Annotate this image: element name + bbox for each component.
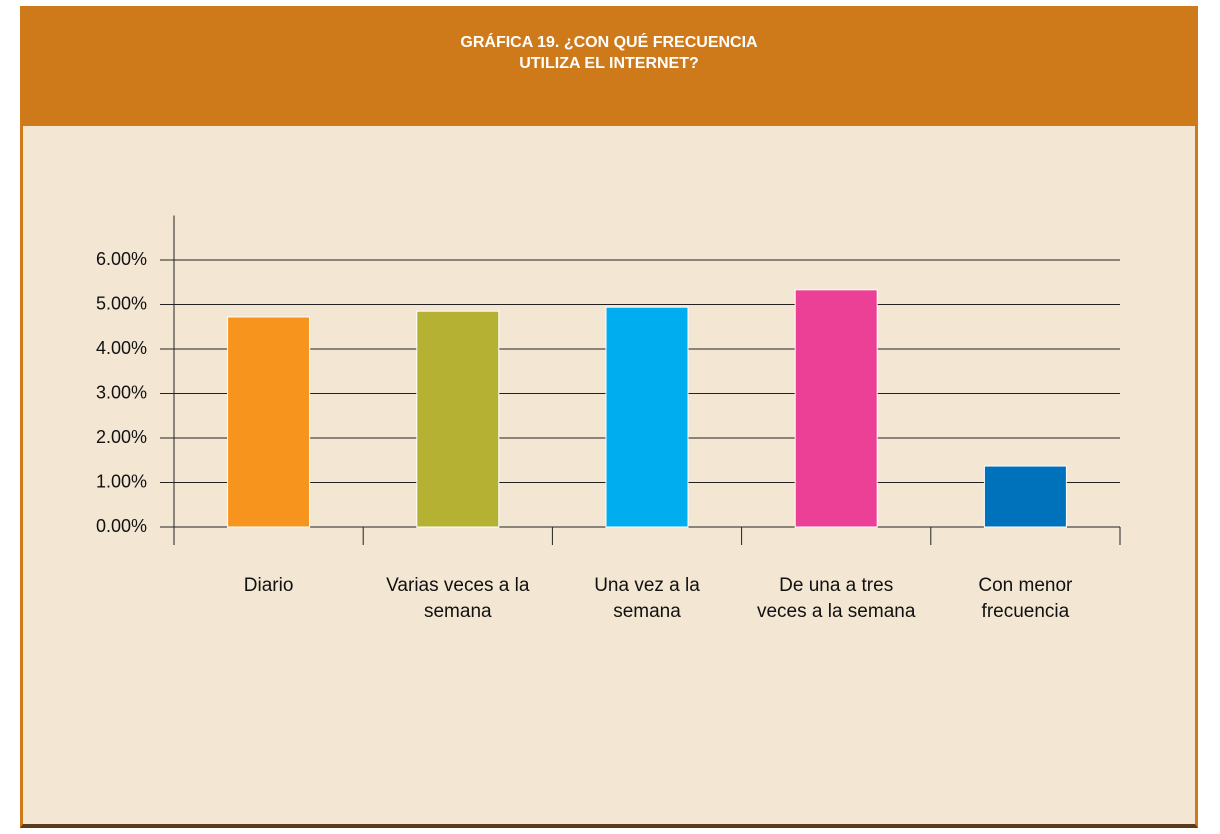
chart-title: GRÁFICA 19. ¿CON QUÉ FRECUENCIA UTILIZA … (460, 34, 758, 72)
x-tick-label: Una vez a la semana (594, 575, 700, 622)
y-tick-label: 3.00% (96, 382, 147, 402)
y-tick-label: 5.00% (96, 293, 147, 313)
bar (416, 310, 500, 528)
chart-frame: GRÁFICA 19. ¿CON QUÉ FRECUENCIA UTILIZA … (20, 6, 1198, 828)
y-tick-label: 6.00% (96, 249, 147, 269)
header: GRÁFICA 19. ¿CON QUÉ FRECUENCIA UTILIZA … (23, 6, 1195, 126)
bar (227, 316, 311, 528)
bar (605, 306, 689, 528)
y-tick-label: 2.00% (96, 427, 147, 447)
x-tick-label: Diario (243, 575, 294, 596)
bar (983, 465, 1067, 528)
y-tick-label: 4.00% (96, 338, 147, 358)
y-tick-label: 0.00% (96, 516, 147, 536)
x-tick-label: De una a tres veces a la semana (756, 575, 916, 622)
y-tick-label: 1.00% (96, 471, 147, 491)
x-tick-label: Varias veces a la semana (386, 575, 530, 622)
x-tick-label: Con menor frecuencia (978, 575, 1073, 622)
bar (794, 289, 878, 528)
